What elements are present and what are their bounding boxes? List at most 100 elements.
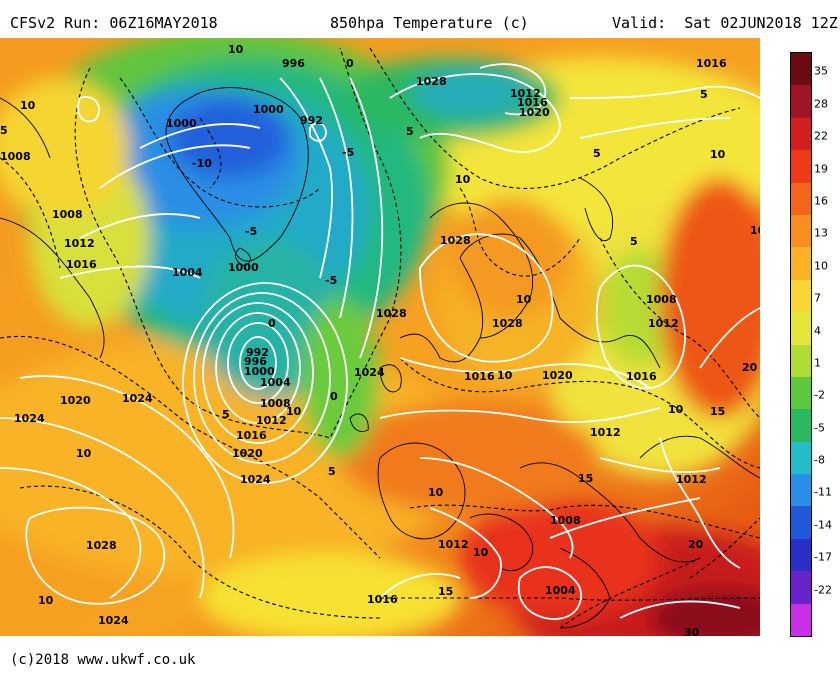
temperature-label: 5	[700, 88, 708, 101]
pressure-label: 1008	[646, 293, 677, 306]
pressure-label: 1028	[416, 75, 447, 88]
pressure-label: 1004	[172, 266, 203, 279]
pressure-label: 992	[246, 346, 269, 359]
temperature-label: 10	[473, 546, 489, 559]
pressure-label: 1004	[545, 584, 576, 597]
pressure-label: 1000	[228, 261, 259, 274]
pressure-label: 1024	[98, 614, 129, 627]
colorbar-segment	[791, 506, 811, 540]
pressure-label: 1008	[260, 397, 291, 410]
temperature-label: -5	[245, 225, 257, 238]
pressure-label: 1012	[648, 317, 679, 330]
coastlines	[0, 87, 760, 629]
colorbar-tick-label: 10	[814, 259, 828, 273]
temperature-colorbar	[790, 52, 812, 637]
colorbar-segment	[791, 85, 811, 119]
colorbar-segment	[791, 247, 811, 281]
colorbar-segment	[791, 150, 811, 184]
temperature-label: 0	[330, 390, 338, 403]
temperature-label: 15	[578, 472, 593, 485]
temperature-label: 15	[710, 405, 725, 418]
pressure-label: 1020	[60, 394, 91, 407]
pressure-label: 1016	[696, 57, 727, 70]
pressure-label: 996	[244, 355, 267, 368]
pressure-label: 1008	[550, 514, 581, 527]
pressure-label: 1016	[626, 370, 657, 383]
pressure-label: 1000	[166, 117, 197, 130]
colorbar-tick-label: -14	[814, 518, 832, 532]
temperature-label: 5	[630, 235, 638, 248]
pressure-label: 996	[282, 57, 305, 70]
pressure-label: 1000	[244, 365, 275, 378]
pressure-label: 1012	[256, 414, 287, 427]
temperature-label: 10	[455, 173, 471, 186]
temperature-label: 20	[742, 361, 758, 374]
temperature-label: 30	[684, 626, 700, 636]
valid-time: Valid: Sat 02JUN2018 12Z	[612, 14, 838, 32]
temperature-label: 10	[286, 405, 302, 418]
temperature-label: 0	[346, 57, 354, 70]
pressure-label: 1028	[86, 539, 117, 552]
temperature-label: 20	[688, 538, 704, 551]
temperature-label: -10	[192, 157, 212, 170]
pressure-label: 1028	[376, 307, 407, 320]
colorbar-segment	[791, 538, 811, 572]
pressure-label: 1004	[260, 376, 291, 389]
temperature-label: 10	[20, 99, 36, 112]
pressure-label: 992	[300, 114, 323, 127]
pressure-label: 1024	[240, 473, 271, 486]
isotherm-contours	[0, 47, 760, 629]
chart-title: 850hpa Temperature (c)	[330, 14, 529, 32]
colorbar-segment	[791, 571, 811, 605]
colorbar-tick-label: -22	[814, 583, 832, 597]
temperature-label: 10	[710, 148, 726, 161]
colorbar-segment	[791, 603, 811, 637]
colorbar-tick-label: 22	[814, 129, 828, 143]
pressure-label: 1028	[492, 317, 523, 330]
colorbar-tick-label: 16	[814, 194, 828, 208]
colorbar-segment	[791, 474, 811, 507]
copyright-footer: (c)2018 www.ukwf.co.uk	[10, 652, 196, 668]
colorbar-segment	[791, 344, 811, 378]
colorbar-tick-label: 1	[814, 356, 821, 370]
pressure-label: 1016	[517, 96, 548, 109]
pressure-label: 1012	[438, 538, 469, 551]
temperature-label: 5	[0, 124, 8, 137]
pressure-label: 1020	[542, 369, 573, 382]
pressure-labels: 996 992 1028 1012 1016 1020 1016 1000 10…	[0, 57, 727, 627]
colorbar-tick-label: -2	[814, 388, 825, 402]
colorbar-tick-label: 7	[814, 291, 821, 305]
pressure-label: 1020	[232, 447, 263, 460]
pressure-label: 0	[268, 317, 276, 330]
colorbar-tick-label: 28	[814, 97, 828, 111]
colorbar-tick-label: -11	[814, 485, 832, 499]
pressure-label: 1008	[52, 208, 83, 221]
pressure-label: 1024	[354, 366, 385, 379]
pressure-label: 1016	[66, 258, 97, 271]
colorbar-segment	[791, 409, 811, 443]
pressure-label: 1016	[236, 429, 267, 442]
colorbar-segment	[791, 53, 811, 86]
colorbar-segment	[791, 279, 811, 313]
colorbar-tick-label: 4	[814, 324, 821, 338]
pressure-label: 1012	[510, 87, 541, 100]
pressure-label: 1024	[14, 412, 45, 425]
run-label: CFSv2 Run: 06Z16MAY2018	[10, 14, 218, 32]
colorbar-segment	[791, 312, 811, 345]
temperature-field	[0, 38, 760, 636]
pressure-label: 1016	[464, 370, 495, 383]
temperature-label: 10	[497, 369, 513, 382]
colorbar-tick-label: 13	[814, 226, 828, 240]
weather-map: 996 992 1028 1012 1016 1020 1016 1000 10…	[0, 38, 760, 636]
temperature-label: 5	[328, 465, 336, 478]
pressure-label: 1008	[0, 150, 31, 163]
temperature-label: 5	[406, 125, 414, 138]
colorbar-segment	[791, 182, 811, 216]
pressure-label: 1012	[590, 426, 621, 439]
pressure-label: 1016	[367, 593, 398, 606]
pressure-label: 1012	[676, 473, 707, 486]
colorbar-tick-label: -5	[814, 421, 825, 435]
temperature-label: 10	[668, 403, 684, 416]
colorbar-segment	[791, 441, 811, 475]
temperature-label: 10	[228, 43, 244, 56]
